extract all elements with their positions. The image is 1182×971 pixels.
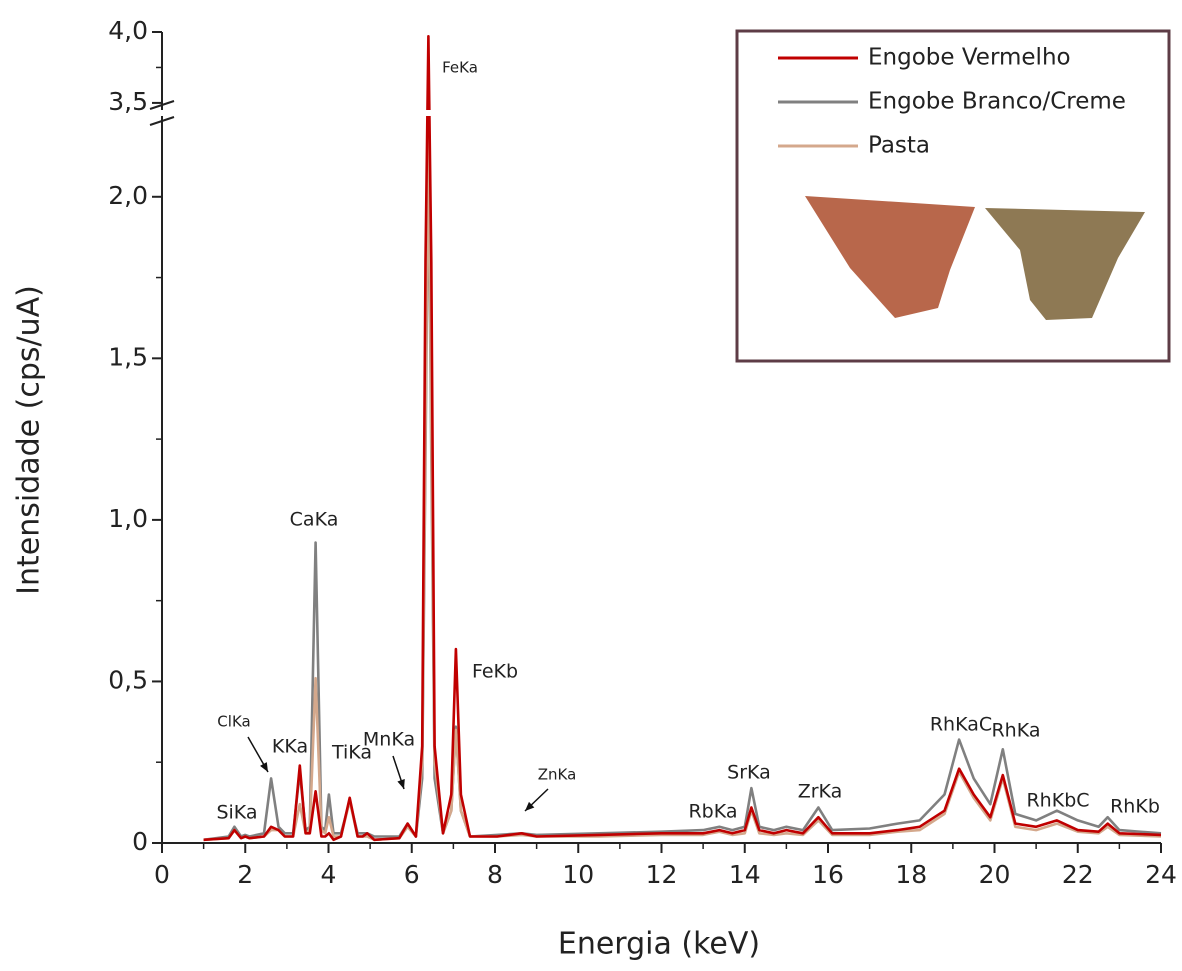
peak-label: RhKb	[1110, 796, 1160, 818]
x-tick-label: 16	[812, 860, 844, 889]
peak-label: TiKa	[331, 742, 372, 764]
x-axis-title: Energia (keV)	[558, 927, 760, 962]
x-tick-label: 14	[729, 860, 761, 889]
peak-label: ZnKa	[538, 766, 577, 784]
peak-label: RhKa	[991, 720, 1040, 742]
peak-label: CaKa	[290, 509, 339, 531]
peak-label: RhKaC	[930, 714, 992, 736]
peak-label: FeKb	[472, 661, 518, 683]
legend-label: Engobe Branco/Creme	[868, 89, 1126, 115]
peak-label: SiKa	[216, 802, 257, 824]
peak-label: SrKa	[727, 762, 771, 784]
x-tick-label: 12	[646, 860, 678, 889]
peak-label: RbKa	[688, 801, 737, 823]
legend-label: Engobe Vermelho	[868, 45, 1071, 71]
y-tick-label: 0,5	[108, 665, 148, 694]
y-tick-label: 0	[132, 827, 148, 856]
x-tick-label: 6	[404, 860, 420, 889]
legend-label: Pasta	[868, 133, 930, 159]
y-tick-label: 3,5	[108, 87, 148, 116]
axis-break-mark	[149, 100, 175, 110]
y-tick-label: 1,0	[108, 504, 148, 533]
legend-box	[735, 29, 1171, 363]
sherd-red	[805, 196, 975, 318]
arrow-head	[397, 779, 405, 789]
peak-label: MnKa	[363, 729, 415, 751]
x-tick-label: 24	[1145, 860, 1177, 889]
y-tick-label: 2,0	[108, 181, 148, 210]
peak-label: ClKa	[217, 713, 250, 731]
peak-label: KKa	[272, 736, 308, 758]
axis-break-mark	[149, 116, 175, 126]
y-tick-label: 1,5	[108, 342, 148, 371]
y-axis-title: Intensidade (cps/uA)	[12, 285, 47, 595]
sherd-cream	[985, 208, 1145, 320]
arrow-head	[525, 801, 535, 811]
y-tick-label: 4,0	[108, 16, 148, 45]
peak-label: RhKbC	[1026, 790, 1089, 812]
x-tick-label: 2	[237, 860, 253, 889]
x-tick-label: 8	[487, 860, 503, 889]
peak-label: ZrKa	[798, 781, 843, 803]
x-tick-label: 18	[895, 860, 927, 889]
peak-label: FeKa	[442, 59, 478, 77]
axis-break-gap	[142, 110, 442, 116]
x-tick-label: 22	[1062, 860, 1094, 889]
x-tick-label: 0	[154, 860, 170, 889]
x-tick-label: 20	[979, 860, 1011, 889]
x-tick-label: 10	[562, 860, 594, 889]
series-line	[203, 35, 1162, 842]
x-tick-label: 4	[321, 860, 337, 889]
arrow-head	[260, 762, 268, 772]
